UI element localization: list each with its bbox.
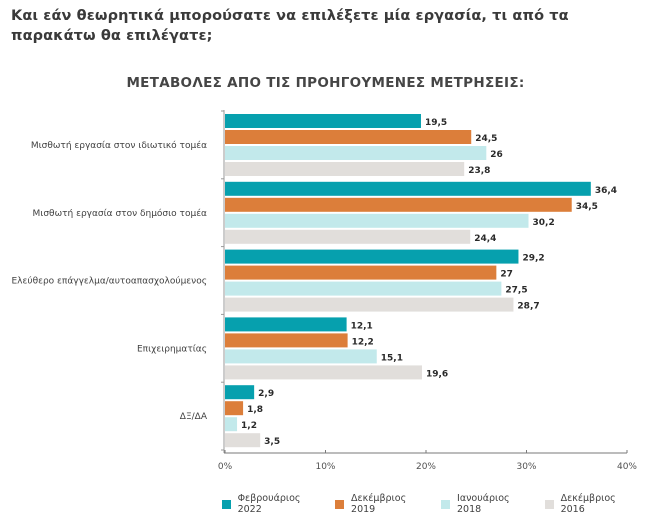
bar (225, 146, 487, 160)
x-tick-label: 20% (416, 462, 436, 472)
value-label: 12,2 (352, 337, 374, 347)
legend: Φεβρουάριος 2022 Δεκέμβριος 2019 Ιανουάριο… (222, 493, 651, 515)
legend-item: Δεκέμβριος 2016 (545, 493, 639, 515)
value-label: 3,5 (264, 437, 280, 447)
bar (225, 213, 529, 228)
bar (225, 130, 472, 144)
bar (225, 433, 261, 448)
value-label: 24,5 (475, 134, 497, 144)
value-label: 12,1 (351, 321, 373, 331)
category-label: Μισθωτή εργασία στον ιδιωτικό τομέα (31, 140, 207, 151)
question-text: Και εάν θεωρητικά μπορούσατε να επιλέξετ… (11, 8, 569, 44)
bar (225, 385, 255, 400)
legend-label: Δεκέμβριος 2019 (351, 493, 407, 515)
value-label: 15,1 (381, 353, 403, 363)
bar (225, 114, 421, 128)
x-tick-label: 10% (315, 462, 335, 472)
value-label: 34,5 (576, 202, 598, 212)
bar (225, 249, 519, 264)
value-label: 19,5 (425, 118, 447, 128)
value-label: 28,7 (517, 302, 539, 312)
legend-swatch (335, 499, 345, 509)
bar (225, 181, 591, 196)
legend-swatch (222, 499, 231, 509)
category-label: Επιχειρηματίας (137, 344, 207, 354)
value-label: 26 (490, 150, 503, 160)
bar (225, 317, 347, 332)
value-label: 19,6 (426, 369, 448, 379)
bar (225, 197, 572, 212)
value-label: 1,8 (247, 405, 263, 415)
value-label: 23,8 (468, 166, 490, 176)
value-label: 27,5 (505, 286, 527, 296)
bar (225, 365, 422, 380)
chart-title: ΜΕΤΑΒΟΛΕΣ ΑΠΟ ΤΙΣ ΠΡΟΗΓΟΥΜΕΝΕΣ ΜΕΤΡΗΣΕΙΣ… (126, 75, 525, 91)
bar (225, 281, 502, 296)
category-label: ΔΞ/ΔΑ (180, 412, 208, 422)
bar (225, 162, 465, 176)
value-label: 24,4 (474, 234, 496, 244)
x-tick-label: 40% (617, 462, 637, 472)
bar (225, 265, 497, 280)
bar (225, 297, 514, 312)
value-label: 29,2 (522, 254, 544, 264)
value-label: 2,9 (258, 389, 274, 399)
bar (225, 401, 244, 416)
legend-label: Ιανουάριος 2018 (457, 493, 510, 515)
value-label: 36,4 (595, 186, 617, 196)
legend-item: Ιανουάριος 2018 (441, 493, 533, 515)
bar (225, 333, 348, 348)
value-label: 1,2 (241, 421, 257, 431)
x-tick-label: 30% (516, 462, 536, 472)
legend-swatch (441, 499, 451, 509)
legend-label: Φεβρουάριος 2022 (237, 493, 301, 515)
value-label: 27 (500, 270, 513, 280)
x-tick-label: 0% (218, 462, 233, 472)
legend-label: Δεκέμβριος 2016 (560, 493, 616, 515)
bar (225, 417, 238, 432)
bar (225, 229, 471, 244)
category-label: Μισθωτή εργασία στον δημόσιο τομέα (33, 208, 208, 219)
legend-item: Δεκέμβριος 2019 (335, 493, 429, 515)
bar (225, 349, 377, 364)
category-label: Ελεύθερο επάγγελμα/αυτοαπασχολούμενος (12, 276, 208, 287)
legend-swatch (545, 499, 554, 509)
value-label: 30,2 (533, 218, 555, 228)
legend-item: Φεβρουάριος 2022 (222, 493, 323, 515)
